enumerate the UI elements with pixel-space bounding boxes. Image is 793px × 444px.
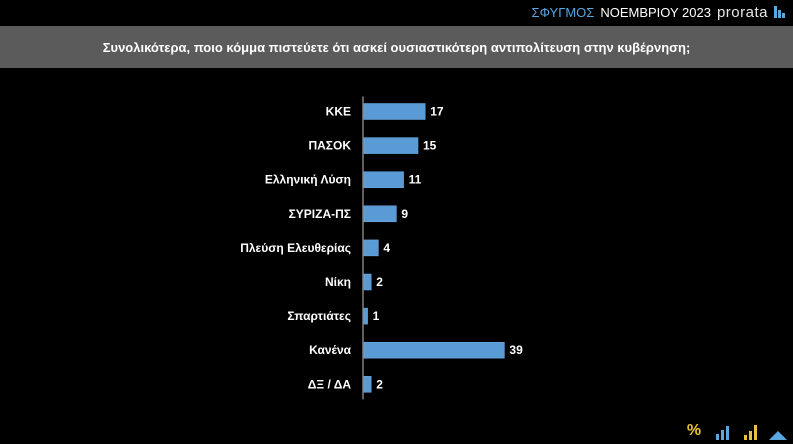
survey-name: ΣΦΥΓΜΟΣ — [531, 4, 595, 20]
bars — [363, 103, 505, 393]
value-labels: 17 15 11 9 4 2 1 39 2 — [373, 105, 523, 392]
value-label: 1 — [373, 309, 380, 323]
category-label: Νίκη — [325, 275, 351, 289]
value-label: 17 — [430, 105, 444, 119]
brand-header: ΣΦΥΓΜΟΣ ΝΟΕΜΒΡΙΟΥ 2023 prorata — [532, 3, 785, 21]
question-bar: Συνολικότερα, ποιο κόμμα πιστεύετε ότι α… — [0, 26, 793, 68]
bar — [363, 239, 379, 257]
value-label: 4 — [383, 241, 390, 255]
category-label: ΣΥΡΙΖΑ-ΠΣ — [289, 207, 351, 221]
value-label: 2 — [376, 275, 383, 289]
category-label: Σπαρτιάτες — [287, 309, 351, 323]
value-label: 9 — [401, 207, 408, 221]
category-label: ΔΞ / ΔΑ — [308, 377, 352, 391]
bar — [363, 171, 404, 188]
category-label: Ελληνική Λύση — [265, 173, 351, 187]
bar — [363, 137, 419, 154]
bar — [363, 376, 372, 393]
bar — [363, 341, 505, 359]
category-label: Πλεύση Ελευθερίας — [240, 241, 351, 255]
bar — [363, 103, 426, 120]
value-label: 15 — [423, 139, 437, 153]
footer-icons: % — [685, 422, 787, 440]
value-label: 39 — [509, 343, 523, 357]
value-label: 11 — [409, 173, 422, 187]
bar — [363, 205, 397, 223]
category-label: Κανένα — [309, 343, 352, 357]
bar — [363, 307, 368, 325]
category-label: ΚΚΕ — [326, 105, 351, 119]
logo-bars-icon — [774, 6, 785, 18]
bar-chart-icon — [713, 422, 731, 440]
prorata-logo: prorata — [716, 3, 768, 21]
value-label: 2 — [376, 377, 383, 391]
category-labels: ΚΚΕ ΠΑΣΟΚ Ελληνική Λύση ΣΥΡΙΖΑ-ΠΣ Πλεύση Ελε… — [240, 105, 351, 392]
house-icon — [769, 422, 787, 440]
growth-chart-icon — [741, 422, 759, 440]
percent-icon: % — [686, 422, 702, 439]
survey-period: ΝΟΕΜΒΡΙΟΥ 2023 — [600, 4, 711, 20]
category-label: ΠΑΣΟΚ — [308, 139, 351, 153]
chart-title: Συνολικότερα, ποιο κόμμα πιστεύετε ότι α… — [102, 39, 691, 55]
bar — [363, 273, 372, 291]
